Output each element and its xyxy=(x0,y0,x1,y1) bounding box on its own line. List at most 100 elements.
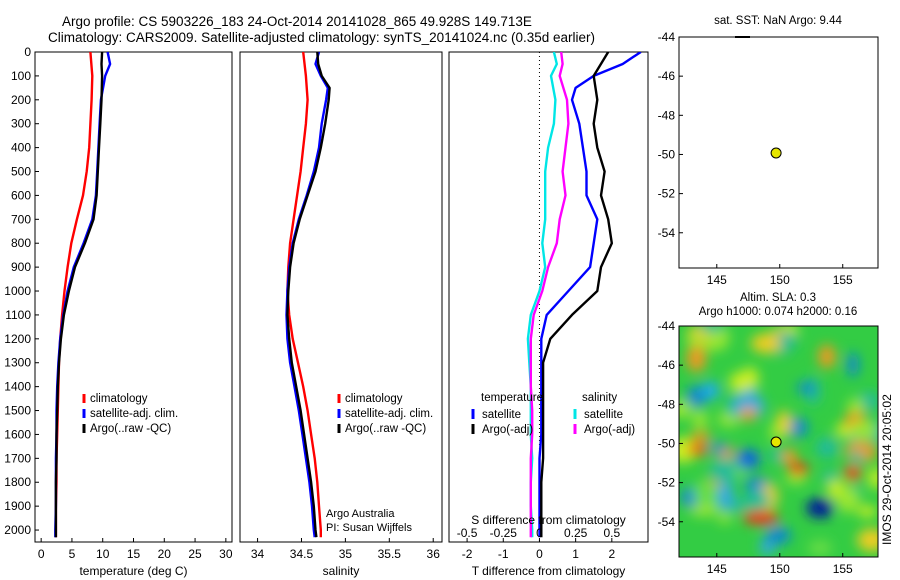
series-line-argo-adj- xyxy=(529,52,570,538)
depth-tick-label: 200 xyxy=(11,93,31,107)
x-tick-label: 25 xyxy=(188,547,202,561)
x-tick-label: 10 xyxy=(96,547,110,561)
map-y-tick-label: -52 xyxy=(658,187,676,201)
depth-tick-label: 1200 xyxy=(4,332,31,346)
sla-blob-strong xyxy=(806,498,835,519)
map-x-tick-label: 150 xyxy=(770,273,790,287)
argo-float-marker xyxy=(770,436,782,448)
depth-tick-label: 500 xyxy=(11,165,31,179)
sla-blob xyxy=(686,345,707,373)
temperature-series-group xyxy=(54,52,112,538)
sla-blob xyxy=(850,450,864,464)
depth-tick-label: 1000 xyxy=(4,284,31,298)
sla-blob xyxy=(815,437,839,459)
x-axis-label: T difference from climatology xyxy=(472,564,626,578)
sla-map-title-line2: Argo h1000: 0.074 h2000: 0.16 xyxy=(699,306,858,318)
x-axis-label: temperature (deg C) xyxy=(79,564,187,578)
map-y-tick-label: -48 xyxy=(658,108,676,122)
series-line-satellite-adj-clim- xyxy=(285,52,329,538)
depth-tick-label: 800 xyxy=(11,236,31,250)
x-tick-label: -1 xyxy=(498,547,509,561)
depth-tick-label: 1400 xyxy=(4,380,31,394)
argo-credit-line2: PI: Susan Wijffels xyxy=(326,522,412,534)
depth-tick-label: 700 xyxy=(11,212,31,226)
legend-label: Argo(..raw -QC) xyxy=(345,423,426,435)
sla-blob-strong xyxy=(687,442,708,457)
x-tick-label: 36 xyxy=(427,547,441,561)
sla-blob xyxy=(769,448,784,463)
map-y-tick-label: -50 xyxy=(658,147,676,161)
sla-blob xyxy=(808,540,833,557)
sla-blob-strong xyxy=(742,510,779,525)
sla-blob xyxy=(818,344,836,369)
series-line-satellite xyxy=(538,52,642,538)
difference-panel: -2 -1 0 1 2 T difference from climatology -0.5… xyxy=(448,51,649,578)
sst_map-frame xyxy=(678,36,879,269)
sla-blob-strong xyxy=(843,464,862,481)
x-tick-label: 34 xyxy=(251,547,265,561)
salinity-frame xyxy=(239,51,443,543)
sla-blob xyxy=(765,526,792,545)
map-x-tick-label: 155 xyxy=(833,562,853,576)
figure-title-line1: Argo profile: CS 5903226_183 24-Oct-2014… xyxy=(62,14,532,29)
sla-blob-strong xyxy=(788,462,809,475)
sla-blob xyxy=(836,486,860,513)
map-y-tick-label: -46 xyxy=(658,358,676,372)
x-tick-label: 0 xyxy=(38,547,45,561)
sla-blob-strong xyxy=(701,381,720,400)
difference-frame xyxy=(448,51,649,543)
depth-tick-label: 0 xyxy=(24,45,31,59)
legend-label: Argo(..raw -QC) xyxy=(90,423,171,435)
map-y-tick-label: -48 xyxy=(658,397,676,411)
x-tick-label: 20 xyxy=(158,547,172,561)
x-tick-label: 34.5 xyxy=(290,547,314,561)
sst-map: 145 150 155 -44 -46 -48 -50 -52 -54 sat. SST: NaN… xyxy=(658,15,879,287)
sla-map: 145 150 155 -44 -46 -48 -50 -52 -54 Altim. SLA: 0… xyxy=(658,292,879,576)
map-y-tick-label: -50 xyxy=(658,436,676,450)
sla-blob xyxy=(716,483,735,511)
sla-blob xyxy=(709,457,740,485)
temperature-panel: 0100200300400500600700800900100011001200… xyxy=(4,45,233,578)
map-x-tick-label: 145 xyxy=(707,273,727,287)
sla-blob xyxy=(687,334,704,350)
sla-blobs xyxy=(679,326,878,557)
sla-blob xyxy=(788,417,809,438)
series-line-climatology xyxy=(54,52,94,538)
depth-tick-label: 1900 xyxy=(4,499,31,513)
depth-tick-label: 400 xyxy=(11,141,31,155)
s-axis-label: S difference from climatology xyxy=(471,513,626,527)
difference-series-group xyxy=(526,52,642,538)
sla-blob xyxy=(857,528,878,552)
figure-title-line2: Climatology: CARS2009. Satellite-adjuste… xyxy=(48,30,595,45)
series-line-argo-raw-qc- xyxy=(286,52,331,538)
map-y-tick-label: -54 xyxy=(658,515,676,529)
sla-blob xyxy=(743,489,771,509)
x-tick-label: 35.5 xyxy=(378,547,402,561)
depth-tick-label: 600 xyxy=(11,188,31,202)
sla-blob xyxy=(848,420,878,439)
x-tick-label: 5 xyxy=(69,547,76,561)
depth-tick-label: 1800 xyxy=(4,475,31,489)
map-x-tick-label: 145 xyxy=(707,562,727,576)
x-tick-label: 30 xyxy=(219,547,233,561)
salinity-panel: 34 34.5 35 35.5 36 salinity climatology satelli… xyxy=(239,51,443,578)
sst-map-title: sat. SST: NaN Argo: 9.44 xyxy=(714,15,842,27)
x-axis-label: salinity xyxy=(323,564,360,578)
depth-tick-label: 1600 xyxy=(4,427,31,441)
x-tick-label: 2 xyxy=(608,547,615,561)
sla-blob xyxy=(691,411,709,428)
sla-blob xyxy=(709,442,728,454)
depth-tick-label: 1700 xyxy=(4,451,31,465)
sla-blob-strong xyxy=(736,449,761,470)
x-tick-label: 0 xyxy=(536,547,543,561)
legend-label: satellite-adj. clim. xyxy=(90,408,178,420)
legend-label: satellite xyxy=(584,409,623,421)
legend-label: Argo(-adj) xyxy=(482,424,533,436)
argo-credit-line1: Argo Australia xyxy=(326,508,395,520)
s-tick-label: 0.5 xyxy=(603,526,620,540)
salinity-series-group xyxy=(285,52,331,538)
depth-tick-label: 1300 xyxy=(4,356,31,370)
series-line-climatology xyxy=(286,52,322,538)
map-y-tick-label: -44 xyxy=(658,30,676,44)
